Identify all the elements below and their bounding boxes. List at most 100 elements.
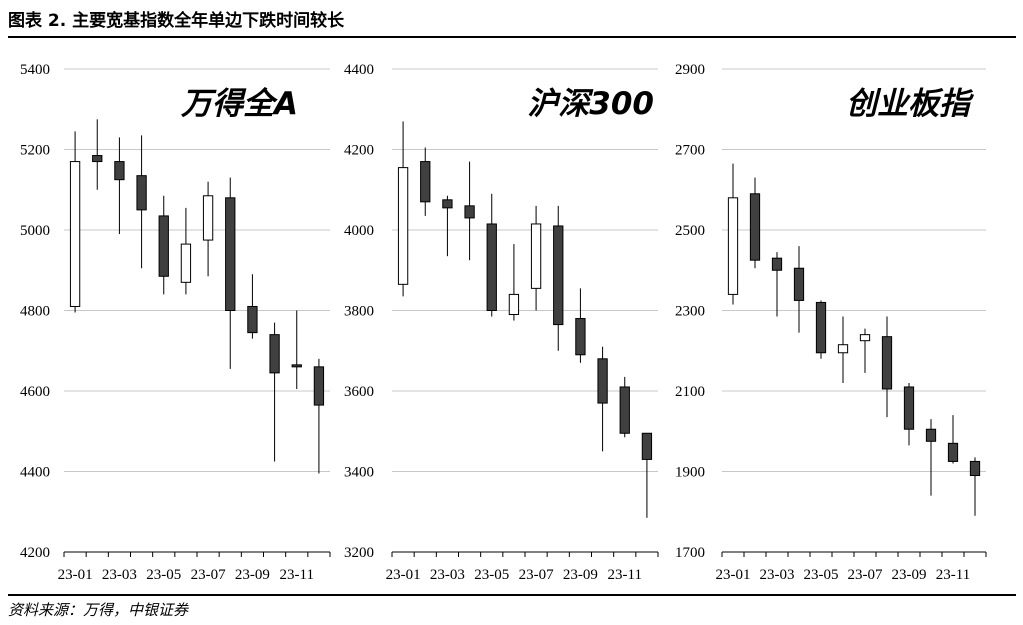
- candle-body: [530, 223, 542, 289]
- x-tick-label: 23-03: [430, 567, 465, 583]
- candle-body: [575, 318, 586, 356]
- candle: [158, 195, 169, 295]
- candle-body: [442, 199, 453, 209]
- candle-body: [508, 293, 520, 316]
- candle: [508, 244, 520, 321]
- candle-body: [881, 336, 893, 390]
- y-tick-label: 3400: [344, 465, 374, 481]
- candle-body: [969, 460, 981, 477]
- y-tick-label: 3600: [344, 384, 374, 400]
- x-tick-label: 23-11: [936, 567, 970, 583]
- candle: [114, 137, 125, 235]
- candle-body: [114, 161, 125, 181]
- x-tick-label: 23-01: [386, 567, 421, 583]
- y-tick-label: 4200: [20, 545, 50, 561]
- chart-panel-1: 4200 4400 4600 4800 5000 5200 5400 23-01 23-03 23…: [20, 62, 331, 583]
- candle-body: [92, 155, 103, 163]
- candle: [925, 419, 937, 496]
- candle: [771, 252, 783, 317]
- candle-body: [69, 161, 81, 307]
- x-tick-label: 23-07: [848, 567, 883, 583]
- candle: [225, 177, 236, 369]
- y-tick-label: 5200: [20, 143, 50, 159]
- chart-panel-3: 1700 1900 2100 2300 2500 2700 2900 23-01 23-03 23…: [675, 62, 987, 583]
- x-tick-label: 23-05: [804, 567, 839, 583]
- candle: [837, 316, 849, 383]
- candle: [180, 207, 192, 295]
- x-tick-label: 23-01: [716, 567, 751, 583]
- candle: [793, 246, 805, 333]
- candle-body: [925, 428, 937, 442]
- candle-body: [749, 193, 761, 261]
- candle-body: [136, 175, 147, 211]
- candle: [881, 316, 893, 418]
- candle: [859, 328, 871, 373]
- candle-body: [397, 167, 409, 285]
- x-tick-label: 23-03: [102, 567, 137, 583]
- x-tick-label: 23-11: [608, 567, 642, 583]
- candle-body: [793, 267, 805, 301]
- panel-title: 沪深300: [527, 86, 654, 122]
- candle-body: [486, 223, 497, 311]
- figure-title: 图表 2. 主要宽基指数全年单边下跌时间较长: [8, 11, 345, 31]
- x-tick-label: 23-11: [280, 567, 314, 583]
- candle-body: [641, 432, 653, 460]
- candle: [947, 415, 959, 464]
- y-tick-label: 2300: [675, 304, 705, 320]
- candle-body: [180, 243, 192, 283]
- y-tick-label: 4800: [20, 304, 50, 320]
- top-rule: [8, 36, 1016, 38]
- candle: [291, 310, 302, 389]
- bottom-rule: [8, 594, 1016, 596]
- candle: [815, 300, 827, 359]
- y-tick-label: 4400: [344, 62, 374, 78]
- y-tick-label: 4000: [344, 223, 374, 239]
- candle-body: [225, 197, 236, 311]
- x-tick-label: 23-07: [519, 567, 554, 583]
- candle-body: [420, 161, 431, 203]
- x-tick-label: 23-09: [235, 567, 270, 583]
- candle: [619, 376, 630, 438]
- x-tick-label: 23-05: [146, 567, 181, 583]
- y-tick-label: 4200: [344, 143, 374, 159]
- candle-body: [464, 205, 475, 219]
- y-tick-label: 5400: [20, 62, 50, 78]
- candle-body: [859, 334, 871, 342]
- y-tick-label: 4400: [20, 465, 50, 481]
- x-tick-label: 23-09: [892, 567, 927, 583]
- candle: [136, 135, 147, 269]
- candle: [269, 322, 280, 462]
- candle: [442, 195, 453, 257]
- candle-body: [247, 305, 258, 334]
- candle-body: [837, 344, 849, 354]
- candle: [530, 205, 542, 311]
- candle: [969, 457, 981, 516]
- x-tick-label: 23-03: [760, 567, 795, 583]
- panel-title: 万得全A: [180, 86, 298, 122]
- candle: [486, 193, 497, 317]
- candle: [247, 274, 258, 339]
- candle-body: [291, 364, 302, 368]
- candle: [92, 119, 103, 190]
- x-tick-label: 23-07: [191, 567, 226, 583]
- panel-title: 创业板指: [846, 86, 975, 122]
- candle-body: [597, 358, 608, 404]
- source-note: 资料来源：万得，中银证券: [8, 601, 189, 619]
- y-tick-label: 4600: [20, 384, 50, 400]
- candle: [553, 205, 564, 351]
- candle-body: [771, 257, 783, 271]
- candle-body: [202, 195, 214, 241]
- y-tick-label: 5000: [20, 223, 50, 239]
- candle: [397, 121, 409, 297]
- candle: [597, 346, 608, 452]
- candle: [727, 163, 739, 305]
- candle: [464, 161, 475, 261]
- candlestick-charts: 4200 4400 4600 4800 5000 5200 5400 23-01 23-03 23…: [20, 62, 987, 583]
- y-tick-label: 2500: [675, 223, 705, 239]
- y-tick-label: 1700: [675, 545, 705, 561]
- y-tick-label: 3800: [344, 304, 374, 320]
- candle-body: [269, 334, 280, 374]
- candle: [903, 382, 915, 446]
- candle: [749, 177, 761, 269]
- candle: [202, 181, 214, 277]
